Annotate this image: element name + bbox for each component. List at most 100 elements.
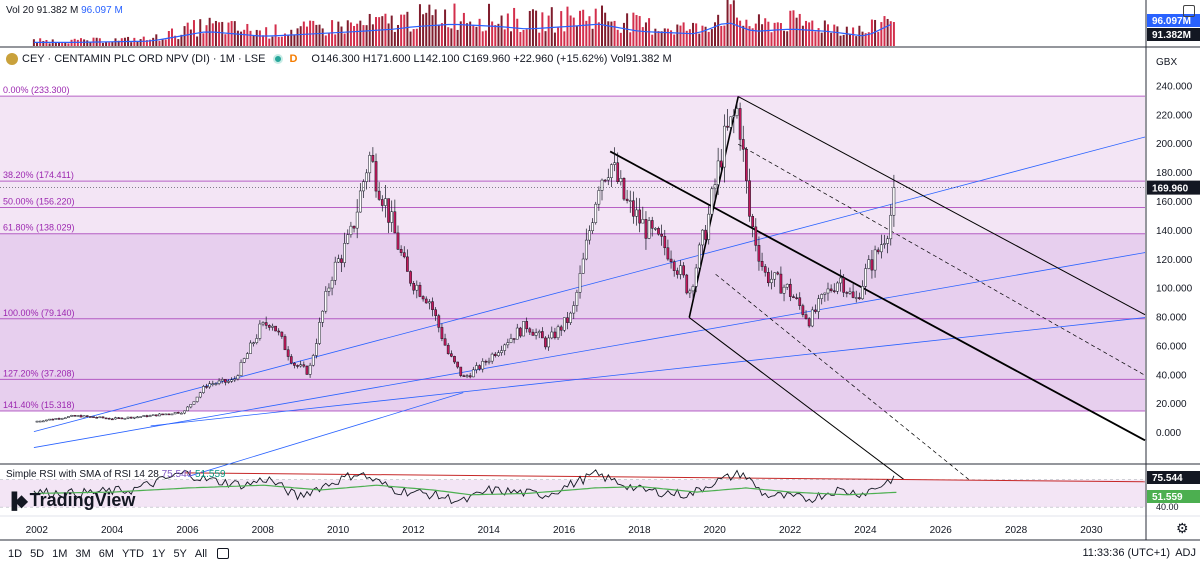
volume-bar [767, 21, 770, 46]
volume-bar [874, 19, 877, 46]
volume-badge-text: 91.382M [1152, 30, 1191, 41]
blue-trendline-4 [188, 392, 464, 477]
volume-bar [214, 20, 217, 46]
candle-body [610, 164, 613, 178]
candle-body [779, 273, 783, 294]
volume-ma-badge-text: 96.097M [1152, 16, 1191, 27]
volume-bar [262, 35, 265, 46]
volume-bar [698, 33, 701, 46]
volume-bar [591, 28, 594, 46]
calendar-icon[interactable] [217, 548, 230, 559]
volume-bar [117, 40, 120, 46]
volume-bar [400, 14, 403, 47]
timeframe-3m[interactable]: 3M [75, 547, 91, 560]
volume-bar [848, 34, 851, 46]
volume-bar [538, 32, 541, 46]
rsi-line [33, 469, 895, 505]
volume-bar [478, 18, 481, 46]
volume-bar [670, 30, 673, 46]
brand-name: TradingView [29, 490, 136, 510]
timeframe-5d[interactable]: 5D [30, 547, 45, 560]
volume-bar [748, 26, 751, 46]
volume-bar [717, 14, 720, 46]
currency-label[interactable]: GBX [1156, 57, 1178, 68]
timeframe-ytd[interactable]: YTD [121, 547, 144, 560]
fib-zone-1 [0, 181, 1145, 208]
candle-body [600, 179, 604, 191]
timeframe-1d[interactable]: 1D [8, 547, 23, 560]
price-tick-label: 120.000 [1156, 255, 1193, 266]
candle-body [343, 243, 346, 263]
volume-bar [594, 8, 597, 46]
volume-bar [409, 31, 412, 46]
candle-body [311, 355, 315, 366]
candle-body [54, 418, 58, 420]
candle-body [180, 412, 183, 415]
candle-body [738, 108, 742, 140]
volume-bar [293, 34, 296, 46]
volume-bar [607, 21, 610, 46]
candle-body [286, 349, 290, 357]
volume-bar [218, 22, 221, 46]
volume-bar [808, 22, 811, 46]
timeframe-1m[interactable]: 1M [52, 547, 68, 560]
adj-toggle[interactable]: ADJ [1175, 547, 1196, 559]
candle-body [879, 244, 883, 253]
symbol-title[interactable]: CEY · CENTAMIN PLC ORD NPV (DI) · 1M · L… [22, 53, 266, 65]
volume-bar [710, 29, 713, 46]
volume-bar [491, 21, 494, 46]
candle-body [735, 108, 739, 116]
timeframe-6m[interactable]: 6M [98, 547, 114, 560]
candle-body [704, 229, 707, 240]
candle-body [104, 417, 108, 420]
volume-bar [531, 9, 534, 47]
layout-icon[interactable] [1183, 5, 1195, 17]
timeframe-5y[interactable]: 5Y [173, 547, 187, 560]
volume-bar [870, 19, 873, 46]
candle-body [220, 379, 224, 382]
fib-label: 50.00% (156.220) [3, 196, 75, 206]
volume-bar [751, 28, 754, 46]
volume-bar [149, 39, 152, 46]
volume-bar [422, 14, 425, 46]
candle-body [114, 417, 117, 420]
tradingview-logo[interactable]: ▐◆ TradingView [6, 490, 135, 511]
volume-bar [243, 29, 246, 46]
volume-bar [359, 20, 362, 46]
candle-body [528, 328, 532, 333]
volume-bar [305, 26, 308, 46]
volume-bar [183, 26, 186, 46]
volume-bar [76, 39, 79, 46]
price-tick-label: 140.000 [1156, 226, 1193, 237]
candle-body [675, 270, 679, 275]
candle-body [804, 314, 808, 319]
clock-readout[interactable]: 11:33:36 (UTC+1) [1082, 547, 1170, 559]
candle-body [845, 292, 849, 294]
candle-body [688, 290, 692, 294]
timeframe-all[interactable]: All [194, 547, 208, 560]
candle-body [327, 287, 331, 292]
volume-bar [456, 29, 459, 46]
timeframe-1y[interactable]: 1Y [151, 547, 166, 560]
candle-body [697, 244, 701, 269]
fib-label: 127.20% (37.208) [3, 368, 75, 378]
candle-body [883, 243, 886, 245]
volume-bar [877, 31, 880, 46]
rsi-trendline [184, 472, 1146, 483]
volume-bar [855, 36, 858, 46]
volume-bar [723, 25, 726, 46]
candle-body [296, 365, 299, 367]
volume-bar [729, 4, 732, 46]
volume-bar [654, 28, 657, 46]
volume-bar [500, 15, 503, 47]
candle-body [886, 238, 889, 244]
volume-bar [616, 29, 619, 46]
candle-body [446, 344, 450, 354]
volume-bar [211, 23, 214, 46]
volume-bar [108, 42, 111, 46]
settings-gear-icon[interactable]: ⚙ [1176, 520, 1189, 536]
volume-bar [101, 42, 104, 46]
candle-body [371, 155, 375, 162]
volume-bar [334, 34, 337, 46]
